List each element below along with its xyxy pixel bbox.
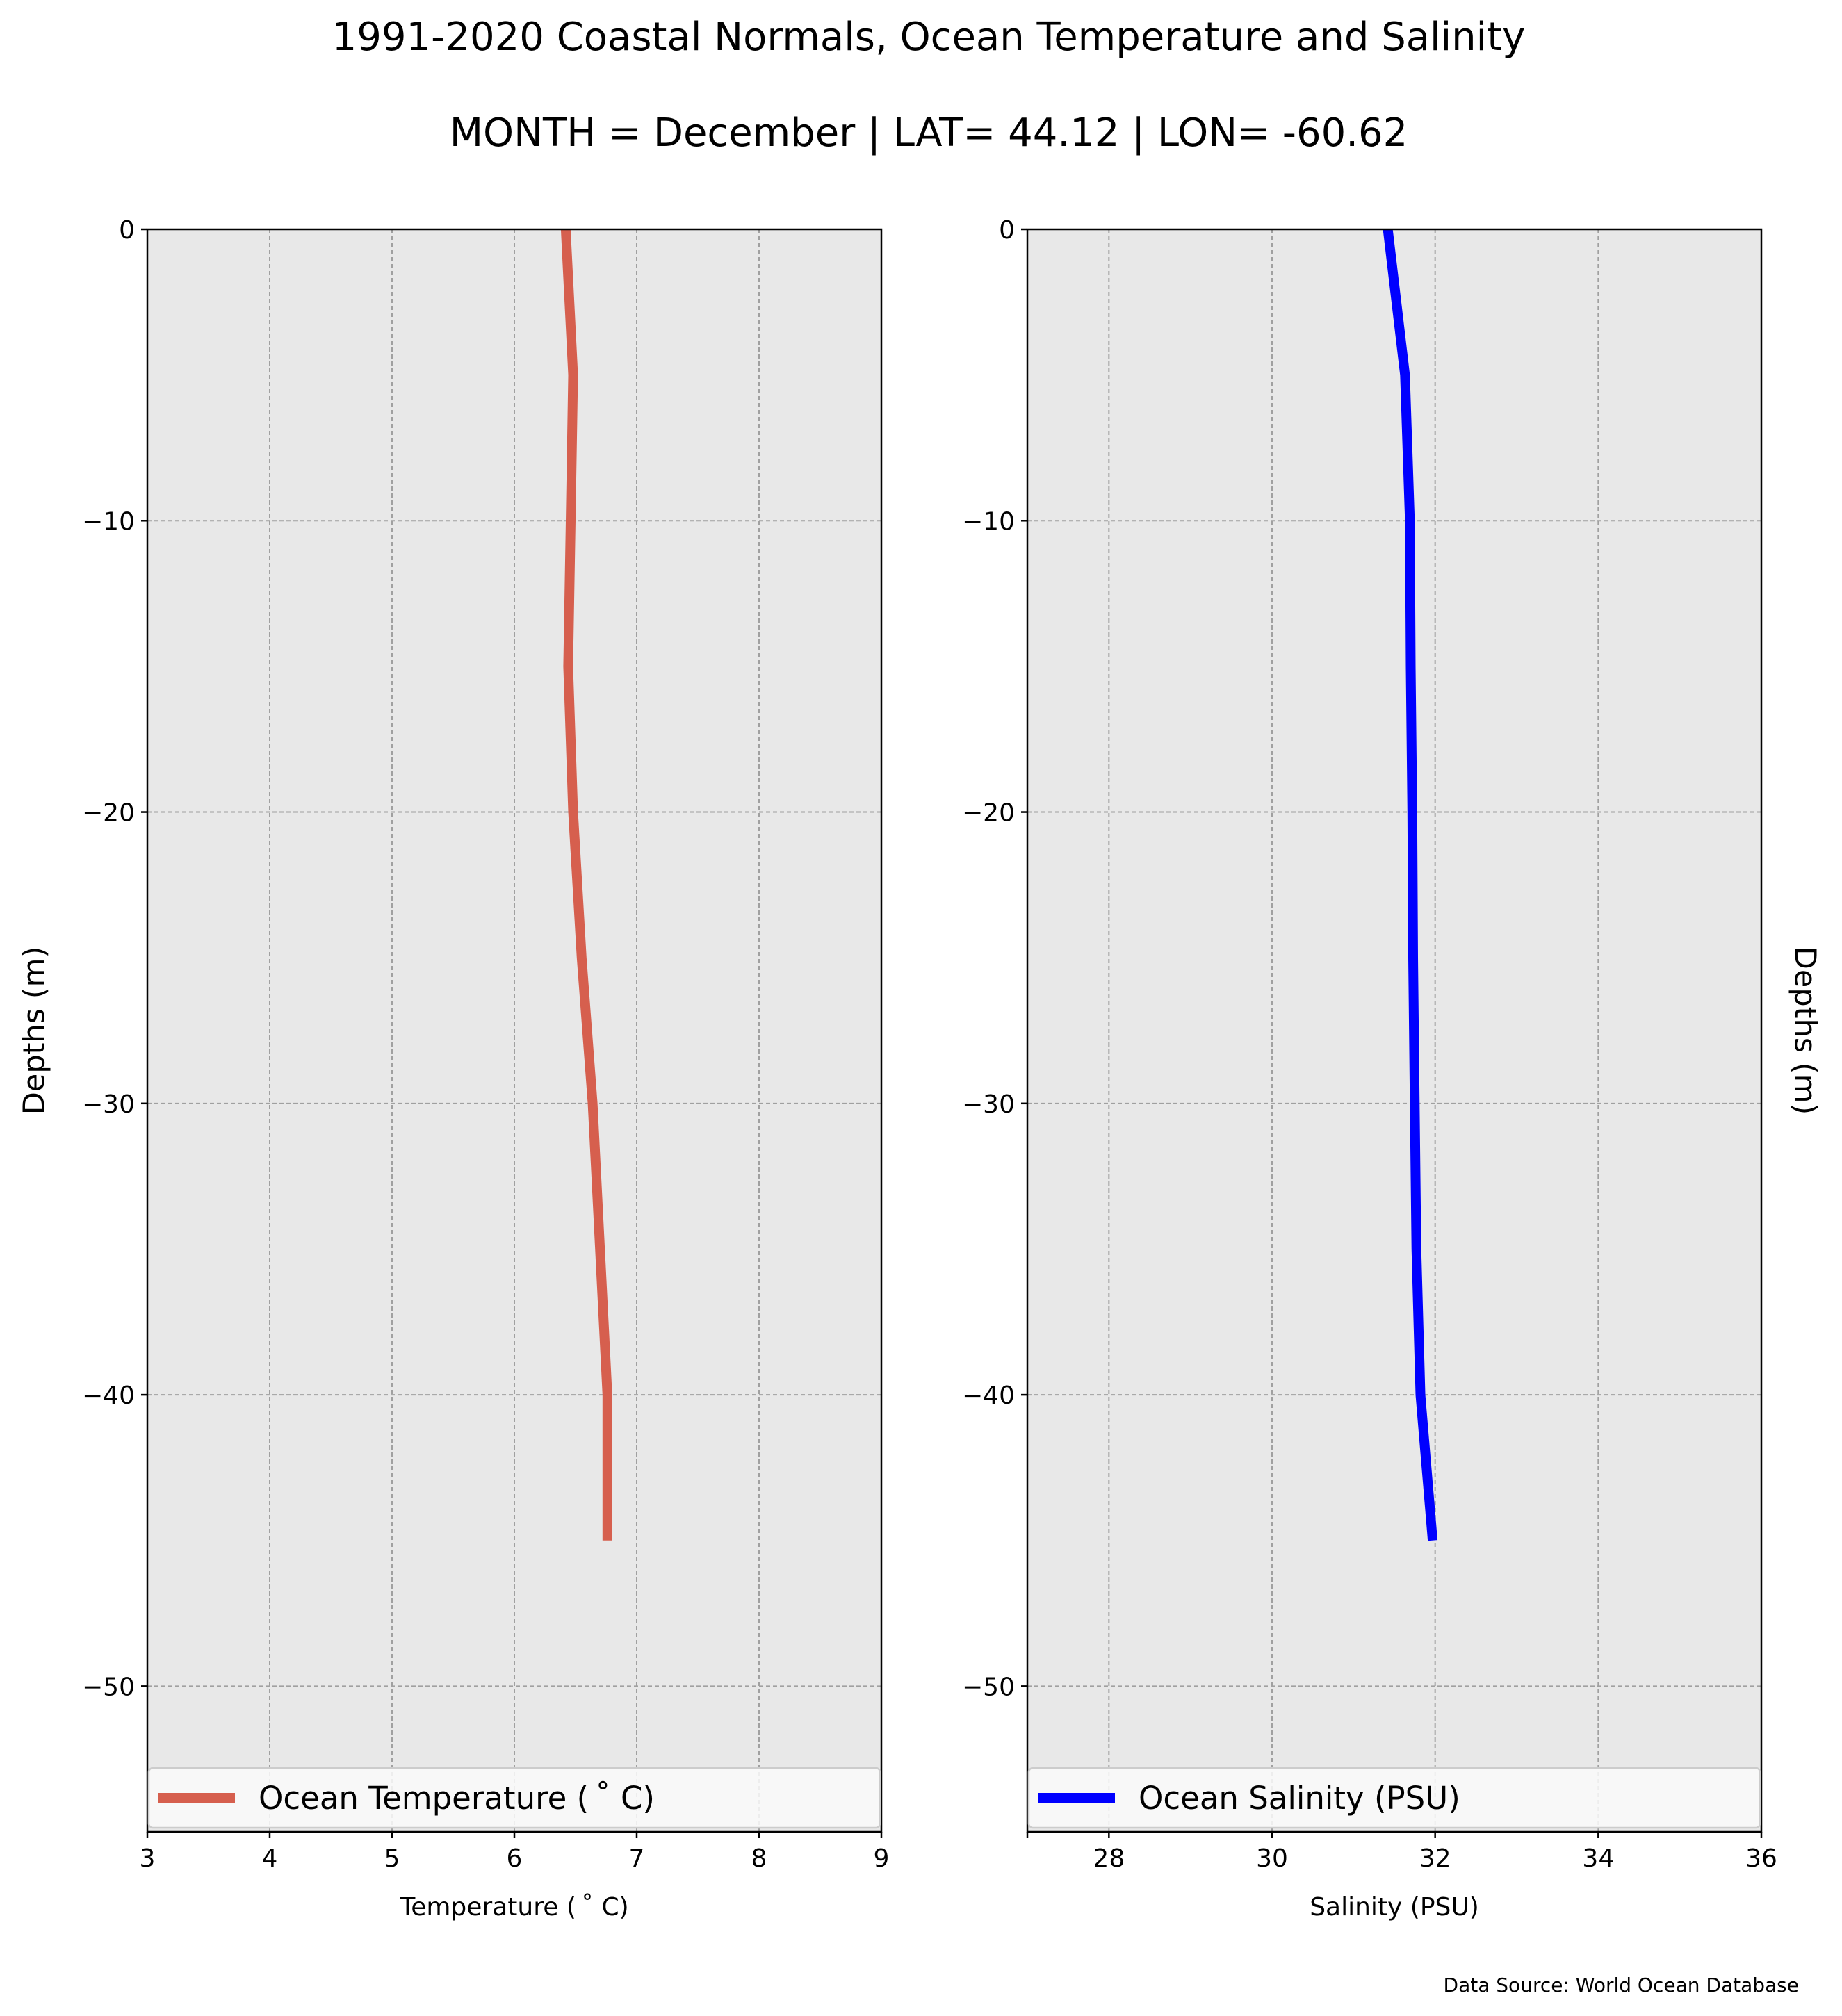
- figure-subtitle: MONTH = December | LAT= 44.12 | LON= -60…: [450, 110, 1408, 156]
- temp-x-axis-label: Temperature ( ˚ C): [399, 1893, 628, 1921]
- temp-x-tick-label: 6: [507, 1844, 523, 1873]
- sal-y-tick-label: 0: [999, 216, 1015, 245]
- sal-x-tick-label: 36: [1745, 1844, 1777, 1873]
- temp-y-tick-label: −50: [82, 1673, 135, 1701]
- sal-legend-label: Ocean Salinity (PSU): [1139, 1780, 1460, 1817]
- temp-legend: Ocean Temperature ( ˚ C): [147, 1767, 881, 1829]
- temp-y-tick-label: 0: [119, 216, 135, 245]
- sal-y-tick-label: −50: [962, 1673, 1015, 1701]
- temp-x-tick-label: 8: [751, 1844, 767, 1873]
- sal-y-tick-label: −40: [962, 1382, 1015, 1410]
- sal-y-tick-label: −30: [962, 1090, 1015, 1119]
- temp-y-tick-label: −40: [82, 1382, 135, 1410]
- temp-y-tick-label: −10: [82, 507, 135, 536]
- temp-x-tick-label: 7: [629, 1844, 645, 1873]
- temp-x-tick-label: 4: [262, 1844, 278, 1873]
- salinity-panel: 28 30 32 34 36 0 −10 −20 −30 −40 −50 Salinity (PSU)…: [962, 216, 1822, 1921]
- data-source-note: Data Source: World Ocean Database: [1444, 1974, 1799, 1997]
- temp-y-tick-label: −20: [82, 799, 135, 828]
- sal-x-tick-label: 28: [1093, 1844, 1125, 1873]
- sal-y-tick-label: −20: [962, 799, 1015, 828]
- sal-series-line: [1383, 229, 1438, 1541]
- temp-series-line: [560, 229, 612, 1541]
- sal-y-axis-label: Depths (m): [1788, 946, 1823, 1115]
- sal-legend: Ocean Salinity (PSU): [1027, 1767, 1761, 1829]
- sal-x-tick-label: 30: [1256, 1844, 1288, 1873]
- temp-x-tick-label: 3: [140, 1844, 156, 1873]
- sal-legend-box: [1027, 1767, 1761, 1829]
- sal-axes-frame: [1026, 228, 1763, 1833]
- temp-x-tick-label: 9: [874, 1844, 890, 1873]
- temp-legend-label: Ocean Temperature ( ˚ C): [259, 1780, 655, 1817]
- temp-y-axis-label: Depths (m): [17, 946, 52, 1115]
- sal-y-tick-label: −10: [962, 507, 1015, 536]
- temp-legend-box: [147, 1767, 881, 1829]
- sal-x-axis-label: Salinity (PSU): [1310, 1893, 1479, 1921]
- temperature-panel: 3 4 5 6 7 8 9 0 −10 −20 −30 −40 −50 Temperature ( ˚ C…: [17, 216, 890, 1921]
- temp-y-tick-label: −30: [82, 1090, 135, 1119]
- temp-x-tick-label: 5: [384, 1844, 400, 1873]
- sal-x-tick-label: 32: [1419, 1844, 1451, 1873]
- sal-plot-area: [1027, 229, 1761, 1832]
- figure-title: 1991-2020 Coastal Normals, Ocean Tempera…: [332, 15, 1526, 60]
- sal-x-tick-label: 34: [1582, 1844, 1614, 1873]
